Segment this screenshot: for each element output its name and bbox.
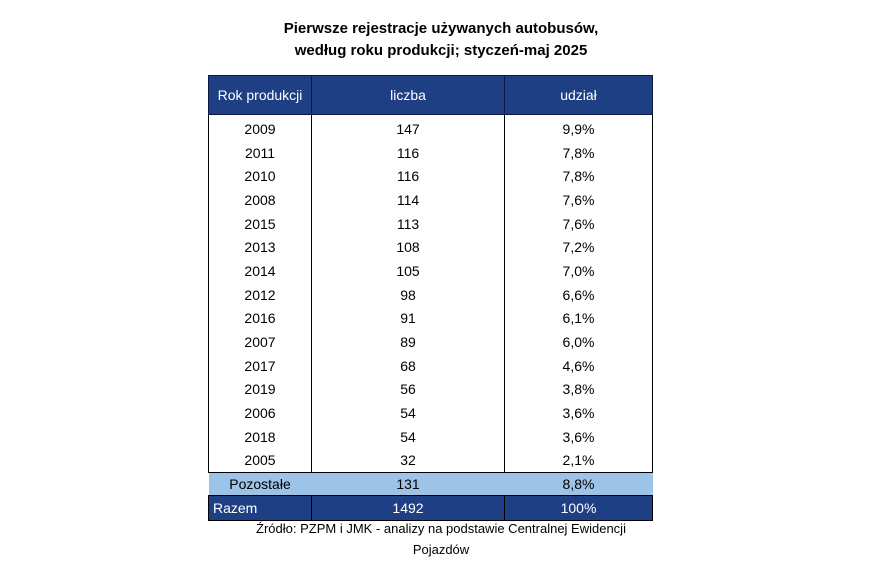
cell-count: 147 (311, 114, 505, 141)
source-note: Źródło: PZPM i JMK - analizy na podstawi… (0, 518, 882, 560)
cell-year: 2014 (208, 259, 312, 283)
others-count: 131 (311, 472, 505, 496)
table-row: 2019 56 3,8% (208, 377, 653, 402)
cell-share: 7,2% (504, 235, 653, 260)
registrations-table: Rok produkcji liczba udział 2009 147 9,9% 2… (208, 75, 653, 522)
cell-year: 2019 (208, 377, 312, 402)
total-row: Razem 1492 100% (208, 495, 653, 522)
table-row: 2015 113 7,6% (208, 211, 653, 236)
cell-share: 7,0% (504, 259, 653, 283)
cell-year: 2008 (208, 188, 312, 212)
cell-year: 2015 (208, 211, 312, 236)
cell-year: 2006 (208, 401, 312, 425)
total-label: Razem (208, 495, 312, 522)
table-row: 2005 32 2,1% (208, 448, 653, 473)
cell-share: 4,6% (504, 353, 653, 378)
cell-year: 2011 (208, 140, 312, 165)
cell-share: 9,9% (504, 114, 653, 141)
table-row: 2008 114 7,6% (208, 188, 653, 212)
table-row: 2012 98 6,6% (208, 282, 653, 307)
others-row: Pozostałe 131 8,8% (208, 472, 653, 496)
cell-year: 2007 (208, 330, 312, 354)
cell-share: 7,8% (504, 140, 653, 165)
table-title: Pierwsze rejestracje używanych autobusów… (0, 18, 882, 62)
cell-count: 98 (311, 282, 505, 307)
table-row: 2007 89 6,0% (208, 330, 653, 354)
cell-year: 2012 (208, 282, 312, 307)
cell-count: 54 (311, 401, 505, 425)
table-body: 2009 147 9,9% 2011 116 7,8% 2010 116 7,8% 2008 114… (208, 114, 653, 473)
cell-year: 2010 (208, 164, 312, 189)
cell-count: 105 (311, 259, 505, 283)
cell-year: 2013 (208, 235, 312, 260)
cell-count: 116 (311, 164, 505, 189)
column-header-year: Rok produkcji (208, 75, 312, 115)
cell-share: 6,1% (504, 306, 653, 331)
column-header-share: udział (504, 75, 653, 115)
cell-share: 6,6% (504, 282, 653, 307)
cell-share: 7,6% (504, 188, 653, 212)
table-row: 2014 105 7,0% (208, 259, 653, 283)
cell-count: 54 (311, 424, 505, 449)
table-row: 2011 116 7,8% (208, 140, 653, 165)
others-share: 8,8% (504, 472, 653, 496)
cell-count: 108 (311, 235, 505, 260)
cell-count: 91 (311, 306, 505, 331)
title-line-2: według roku produkcji; styczeń-maj 2025 (294, 42, 588, 59)
cell-year: 2005 (208, 448, 312, 473)
others-label: Pozostałe (208, 472, 312, 496)
table-row: 2018 54 3,6% (208, 424, 653, 449)
cell-year: 2009 (208, 114, 312, 141)
cell-count: 116 (311, 140, 505, 165)
cell-share: 3,6% (504, 401, 653, 425)
title-line-1: Pierwsze rejestracje używanych autobusów… (283, 20, 599, 37)
table-row: 2009 147 9,9% (208, 114, 653, 141)
cell-share: 7,6% (504, 211, 653, 236)
table-row: 2016 91 6,1% (208, 306, 653, 331)
total-share: 100% (504, 495, 653, 522)
cell-year: 2016 (208, 306, 312, 331)
header-row: Rok produkcji liczba udział (208, 75, 653, 115)
cell-count: 56 (311, 377, 505, 402)
cell-count: 68 (311, 353, 505, 378)
source-line-1: Źródło: PZPM i JMK - analizy na podstawi… (256, 521, 626, 536)
column-header-count: liczba (311, 75, 505, 115)
cell-share: 2,1% (504, 448, 653, 473)
table-row: 2010 116 7,8% (208, 164, 653, 189)
source-line-2: Pojazdów (412, 542, 470, 557)
table-row: 2017 68 4,6% (208, 353, 653, 378)
cell-count: 114 (311, 188, 505, 212)
cell-year: 2017 (208, 353, 312, 378)
cell-share: 6,0% (504, 330, 653, 354)
cell-count: 89 (311, 330, 505, 354)
table-row: 2013 108 7,2% (208, 235, 653, 260)
cell-count: 113 (311, 211, 505, 236)
cell-share: 3,6% (504, 424, 653, 449)
cell-count: 32 (311, 448, 505, 473)
table-row: 2006 54 3,6% (208, 401, 653, 425)
cell-year: 2018 (208, 424, 312, 449)
cell-share: 7,8% (504, 164, 653, 189)
cell-share: 3,8% (504, 377, 653, 402)
